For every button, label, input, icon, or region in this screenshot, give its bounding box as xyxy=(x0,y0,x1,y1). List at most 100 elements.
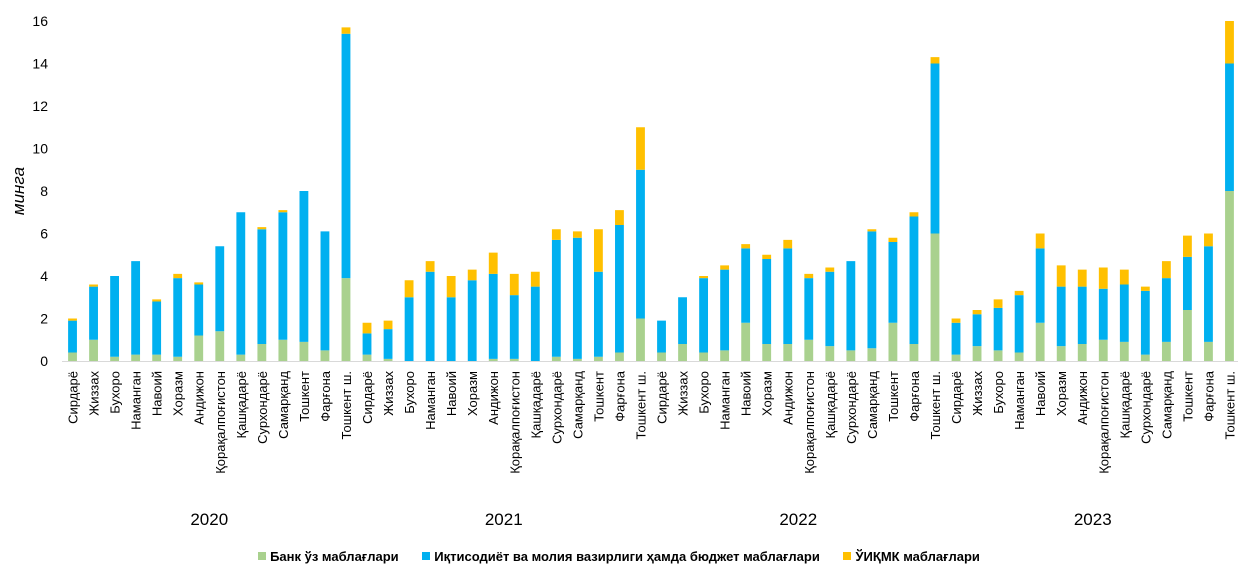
x-category-label: Тошкент xyxy=(886,371,901,422)
x-category-label: Бухоро xyxy=(108,371,123,414)
bar-uiqmk xyxy=(1204,233,1213,247)
x-category-label: Сурхондарё xyxy=(549,371,564,444)
bar-bank xyxy=(152,354,162,361)
bar-uiqmk xyxy=(173,273,183,279)
x-category-label: Сирдарё xyxy=(360,371,375,424)
bar-bank xyxy=(993,350,1003,361)
bar-bank xyxy=(173,356,183,361)
bar-ministry xyxy=(1182,256,1192,310)
bar-ministry xyxy=(467,280,477,361)
bar-ministry xyxy=(341,33,351,279)
bar-ministry xyxy=(530,286,540,361)
bar-bank xyxy=(825,346,835,361)
bar-bank xyxy=(236,354,246,361)
x-category-label: Тошкент xyxy=(1180,371,1195,422)
bar-bank xyxy=(551,356,561,361)
bar-uiqmk xyxy=(341,27,351,34)
x-category-label: Сурхондарё xyxy=(844,371,859,444)
y-tick-label: 0 xyxy=(40,353,48,369)
bar-ministry xyxy=(173,278,183,357)
bar-uiqmk xyxy=(467,269,477,281)
bar-uiqmk xyxy=(720,265,730,270)
bar-ministry xyxy=(572,237,582,359)
x-category-label: Тошкент ш. xyxy=(633,371,648,439)
bar-bank xyxy=(320,350,330,361)
bar-uiqmk xyxy=(257,227,267,230)
x-category-label: Наманган xyxy=(718,371,733,430)
bar-uiqmk xyxy=(762,254,772,259)
bar-ministry xyxy=(972,314,982,347)
x-category-label: Жиззах xyxy=(970,371,985,416)
bar-ministry xyxy=(404,297,414,361)
bar-bank xyxy=(909,344,919,361)
x-category-label: Навоий xyxy=(739,371,754,416)
x-category-label: Наманган xyxy=(423,371,438,430)
legend-item-bank: Банк ўз маблағлари xyxy=(258,549,399,564)
bar-bank xyxy=(783,344,793,361)
bar-uiqmk xyxy=(425,261,435,272)
bar-ministry xyxy=(299,191,309,342)
x-category-label: Навоий xyxy=(150,371,165,416)
x-category-label: Қашқадарё xyxy=(234,371,249,438)
bar-uiqmk xyxy=(530,271,540,287)
bar-ministry xyxy=(362,333,372,355)
bar-bank xyxy=(846,350,856,361)
legend-label-bank: Банк ўз маблағлари xyxy=(270,548,399,564)
bar-bank xyxy=(215,331,225,361)
bar-uiqmk xyxy=(446,276,456,298)
x-category-label: Самарқанд xyxy=(570,371,585,439)
x-group-label: 2022 xyxy=(779,510,817,529)
bar-uiqmk xyxy=(867,229,877,232)
bar-ministry xyxy=(152,301,162,355)
bar-uiqmk xyxy=(383,320,393,330)
bar-bank xyxy=(509,358,519,361)
x-category-label: Фарғона xyxy=(612,370,627,421)
bar-ministry xyxy=(993,307,1003,351)
x-category-label: Андижон xyxy=(781,371,796,425)
bar-ministry xyxy=(804,278,814,340)
y-tick-label: 12 xyxy=(32,98,48,114)
bar-bank xyxy=(699,352,709,361)
bar-bank xyxy=(341,278,351,361)
bar-uiqmk xyxy=(951,318,961,323)
bar-bank xyxy=(951,354,961,361)
bar-bank xyxy=(720,350,730,361)
x-category-label: Тошкент xyxy=(591,371,606,422)
bar-bank xyxy=(615,352,624,361)
x-category-label: Хоразм xyxy=(465,371,480,416)
legend-swatch-bank xyxy=(258,552,267,560)
bar-uiqmk xyxy=(1161,261,1171,279)
bar-uiqmk xyxy=(741,244,751,249)
bar-bank xyxy=(131,354,141,361)
x-group-label: 2021 xyxy=(485,510,523,529)
bar-uiqmk xyxy=(699,276,709,279)
x-category-label: Жиззах xyxy=(381,371,396,416)
bar-ministry xyxy=(867,231,877,349)
bar-ministry xyxy=(551,239,561,357)
bar-ministry xyxy=(194,284,204,336)
y-tick-label: 14 xyxy=(32,56,48,72)
bar-bank xyxy=(867,348,877,361)
bar-bank xyxy=(1161,341,1171,361)
bar-bank xyxy=(678,344,687,361)
bar-bank xyxy=(89,339,98,361)
bar-uiqmk xyxy=(1035,233,1045,249)
legend-item-uiqmk: ЎИҚМК маблағлари xyxy=(843,549,980,564)
x-category-label: Сирдарё xyxy=(66,371,81,424)
bar-ministry xyxy=(888,242,898,323)
x-category-label: Бухоро xyxy=(697,371,712,414)
bar-bank xyxy=(657,352,666,361)
bar-uiqmk xyxy=(783,239,793,249)
bar-ministry xyxy=(1035,248,1045,323)
bar-ministry xyxy=(1077,286,1087,344)
legend-swatch-uiqmk xyxy=(843,552,852,560)
bar-bank xyxy=(194,335,204,361)
bar-uiqmk xyxy=(404,280,414,298)
x-category-label: Тошкент ш. xyxy=(1222,371,1237,439)
bar-bank xyxy=(68,352,77,361)
x-category-label: Қорақалпоғистон xyxy=(802,371,817,474)
x-category-label: Қашқадарё xyxy=(1117,371,1132,438)
x-category-label: Бухоро xyxy=(402,371,417,414)
x-category-label: Андижон xyxy=(192,371,207,425)
x-category-label: Сурхондарё xyxy=(255,371,270,444)
